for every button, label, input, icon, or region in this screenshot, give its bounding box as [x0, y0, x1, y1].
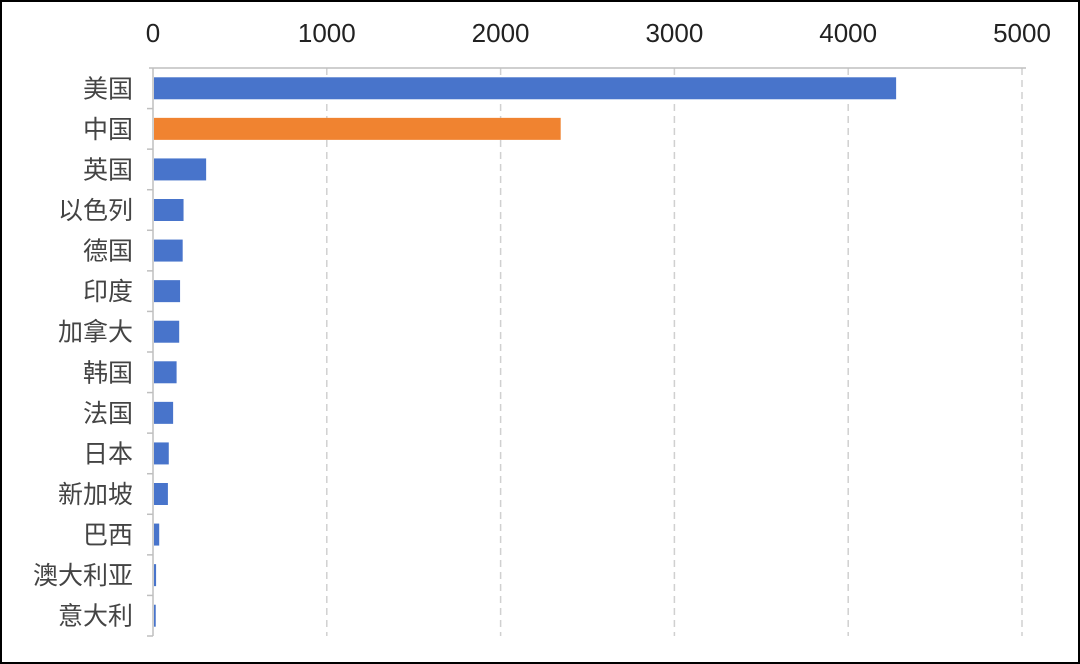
axis: [147, 67, 1026, 637]
x-tick-label: 5000: [993, 18, 1051, 48]
bar: [154, 361, 177, 384]
bar: [154, 199, 184, 221]
bar: [154, 117, 561, 140]
y-tick-label: 印度: [83, 277, 133, 306]
y-tick-label: 英国: [83, 155, 133, 184]
bar: [154, 320, 180, 343]
y-tick-label: 中国: [83, 115, 133, 144]
y-tick-label: 澳大利亚: [33, 561, 133, 590]
y-tick-label: 巴西: [83, 521, 133, 550]
bar: [154, 483, 168, 505]
x-tick-label: 2000: [472, 18, 530, 48]
bar: [154, 239, 183, 262]
bar: [154, 442, 169, 465]
x-tick-label: 4000: [819, 18, 877, 48]
bar: [154, 523, 160, 546]
y-tick-label: 德国: [83, 237, 133, 266]
y-tick-label: 日本: [83, 439, 133, 468]
bar: [154, 158, 207, 181]
bar: [154, 77, 897, 100]
bar: [154, 280, 181, 303]
x-tick-label: 0: [146, 18, 160, 48]
y-tick-label: 新加坡: [58, 480, 133, 509]
y-tick-label: 加拿大: [58, 318, 133, 347]
x-tick-label: 1000: [298, 18, 356, 48]
y-tick-label: 意大利: [58, 602, 133, 631]
bar: [154, 604, 156, 627]
bar: [154, 564, 157, 587]
bar: [154, 401, 174, 424]
bars: [154, 77, 897, 627]
x-tick-labels: 0 1000 2000 3000 4000 5000: [146, 18, 1051, 48]
y-tick-label: 法国: [83, 399, 133, 428]
grid-lines: [326, 68, 1023, 636]
y-tick-label: 美国: [83, 74, 133, 103]
x-tick-label: 3000: [645, 18, 703, 48]
y-tick-label: 韩国: [83, 358, 133, 387]
y-tick-label: 以色列: [58, 196, 133, 225]
